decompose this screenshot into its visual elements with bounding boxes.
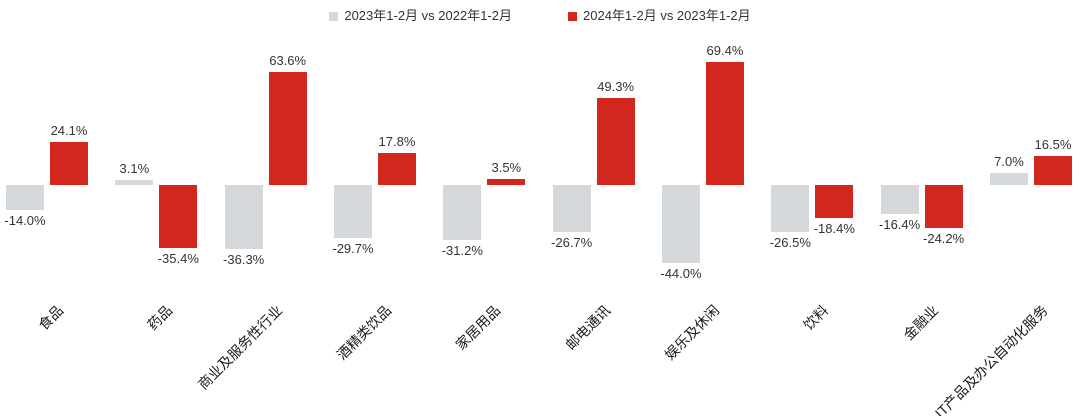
x-axis-label: 酒精类饮品 <box>333 302 395 363</box>
value-label: -24.2% <box>923 230 965 246</box>
x-axis-label: 商业及服务性行业 <box>194 302 285 393</box>
bar-series1-cat0 <box>50 142 88 185</box>
bar-series1-cat2 <box>268 72 307 185</box>
x-axis-label: IT产品及办公自动化服务 <box>931 302 1051 416</box>
value-label: -16.4% <box>879 217 921 233</box>
value-label: 69.4% <box>706 43 744 59</box>
legend-swatch-icon <box>329 11 339 21</box>
value-label: 17.8% <box>378 134 416 150</box>
value-label: -26.7% <box>551 235 593 251</box>
x-axis-label: 娱乐及休闲 <box>661 302 723 363</box>
bar-series0-cat5 <box>552 185 591 233</box>
legend-label: 2024年1-2月 vs 2023年1-2月 <box>583 8 751 23</box>
x-axis-label: 家居用品 <box>452 302 504 353</box>
x-axis-label: 邮电通讯 <box>562 302 613 353</box>
bar-series0-cat4 <box>443 185 482 241</box>
legend-label: 2023年1-2月 vs 2022年1-2月 <box>344 8 512 23</box>
bar-series0-cat8 <box>880 185 919 215</box>
bar-series1-cat3 <box>377 153 416 185</box>
value-label: 3.5% <box>491 159 522 175</box>
bar-series0-cat2 <box>224 185 263 250</box>
bar-series0-cat3 <box>333 185 372 238</box>
value-label: -31.2% <box>441 243 483 259</box>
value-label: -29.7% <box>332 240 374 256</box>
value-label: 7.0% <box>994 153 1024 169</box>
legend-item-0: 2023年1-2月 vs 2022年1-2月 <box>329 8 512 24</box>
x-axis-label: 饮料 <box>800 302 832 334</box>
bar-series0-cat0 <box>6 185 44 210</box>
x-axis-label: 金融业 <box>899 302 941 344</box>
legend-swatch-icon <box>568 11 577 21</box>
value-label: 3.1% <box>119 160 150 176</box>
bar-series0-cat9 <box>989 172 1028 185</box>
x-axis-label: 药品 <box>144 302 176 334</box>
value-label: -36.3% <box>223 252 265 268</box>
bar-series1-cat7 <box>815 185 854 218</box>
value-label: -44.0% <box>660 265 702 281</box>
value-label: 49.3% <box>597 78 635 94</box>
bar-series1-cat9 <box>1033 155 1072 185</box>
bar-series1-cat5 <box>596 97 635 185</box>
bar-series1-cat6 <box>705 62 744 185</box>
legend: 2023年1-2月 vs 2022年1-2月 2024年1-2月 vs 2023年… <box>0 8 1080 24</box>
bar-series0-cat7 <box>771 185 810 232</box>
bar-series1-cat1 <box>159 185 198 248</box>
bar-series0-cat1 <box>115 179 154 185</box>
legend-item-1: 2024年1-2月 vs 2023年1-2月 <box>568 8 751 24</box>
value-label: -35.4% <box>157 250 199 266</box>
value-label: -26.5% <box>769 234 811 250</box>
bar-series1-cat4 <box>487 178 526 185</box>
value-label: -18.4% <box>813 220 855 236</box>
value-label: -14.0% <box>4 212 46 228</box>
value-label: 16.5% <box>1034 136 1072 152</box>
value-label: 63.6% <box>269 53 307 69</box>
bar-series0-cat6 <box>661 185 700 263</box>
value-label: 24.1% <box>50 123 88 139</box>
x-axis-label: 食品 <box>35 302 67 334</box>
bar-series1-cat8 <box>924 185 963 228</box>
